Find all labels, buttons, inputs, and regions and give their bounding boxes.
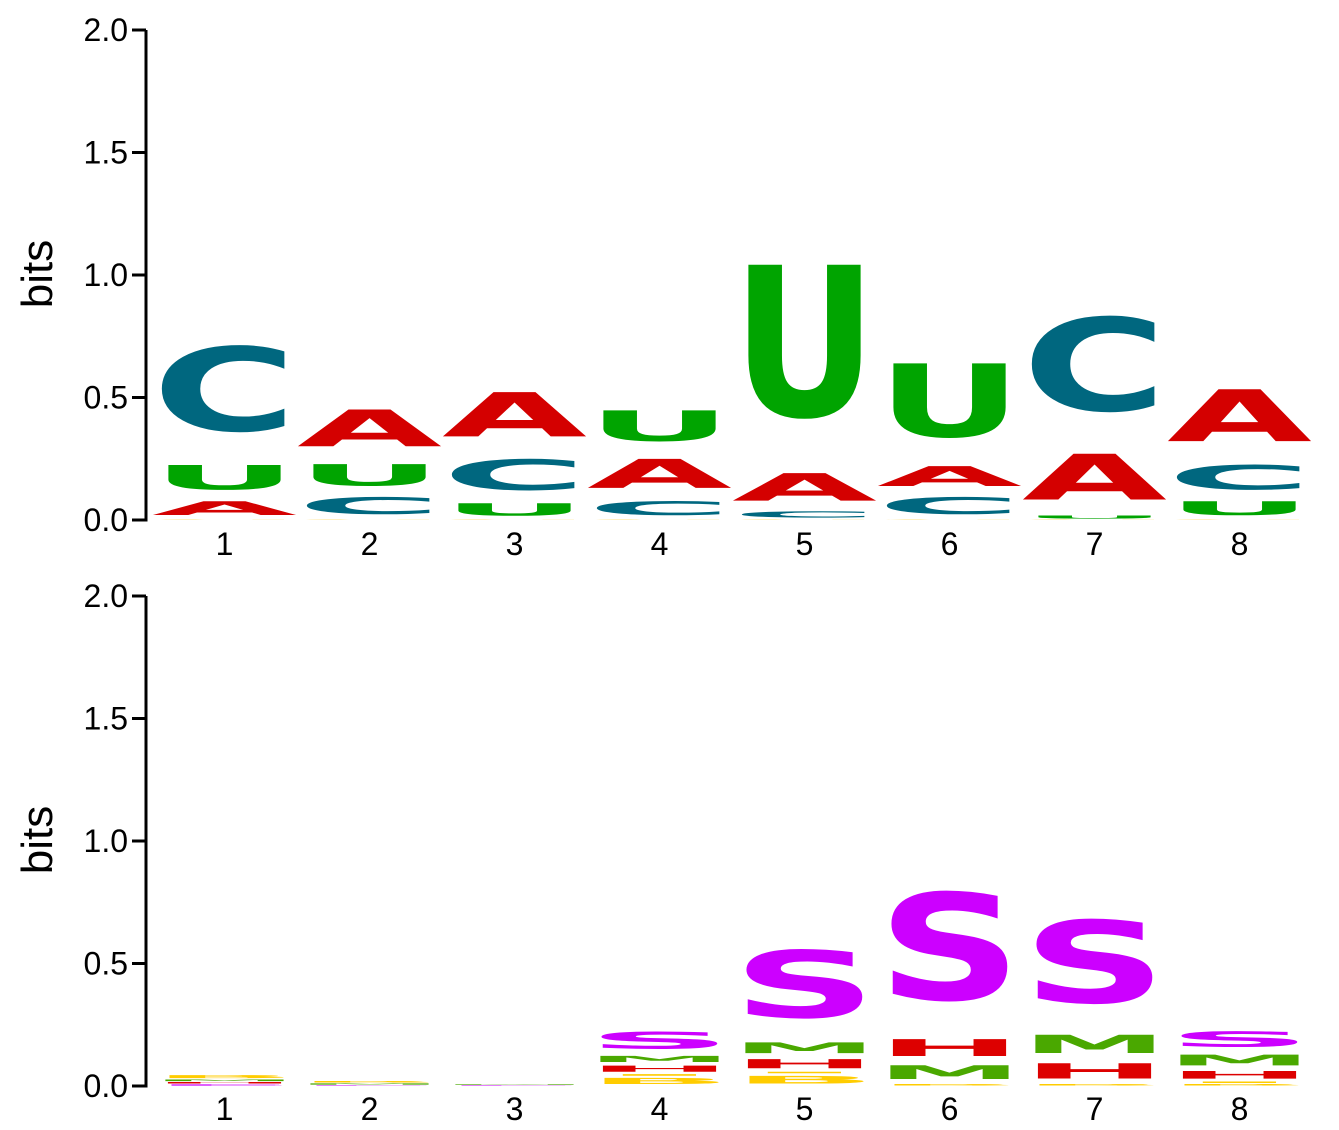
- y-tick-label: 1.0: [84, 257, 128, 293]
- logo-letter-c: C: [877, 493, 1022, 520]
- y-tick-label: 1.5: [84, 701, 128, 737]
- y-axis-title: bits: [13, 806, 62, 874]
- logo-letter-e: E: [152, 1084, 297, 1086]
- x-position-label: 3: [506, 1091, 524, 1127]
- y-tick-label: 1.0: [84, 823, 128, 859]
- logo-letter-c: C: [1022, 293, 1167, 441]
- logo-letter-m: M: [152, 1079, 297, 1081]
- logo-letter-a: A: [1167, 375, 1312, 458]
- logo-letter-u: U: [442, 500, 587, 520]
- x-position-label: 1: [216, 526, 234, 562]
- logo-letter-m: M: [732, 1040, 877, 1057]
- logo-letter-b: B: [297, 1081, 442, 1083]
- logo-letter-c: C: [152, 324, 297, 458]
- logo-letter-e: E: [442, 1085, 587, 1086]
- y-tick-label: 0.0: [84, 1068, 128, 1104]
- logo-letter-b: B: [877, 1084, 1022, 1086]
- logo-letter-c: C: [1167, 458, 1312, 497]
- y-tick-label: 0.0: [84, 502, 128, 538]
- y-tick-label: 1.5: [84, 135, 128, 171]
- x-position-label: 5: [796, 526, 814, 562]
- logo-letter-b: B: [587, 1076, 732, 1086]
- x-position-label: 6: [941, 526, 959, 562]
- y-tick-label: 2.0: [84, 578, 128, 614]
- x-position-label: 7: [1086, 526, 1104, 562]
- x-position-label: 3: [506, 526, 524, 562]
- logo-letter-s: S: [877, 864, 1022, 1035]
- logo-letter-i: I: [1167, 1081, 1312, 1083]
- x-position-label: 2: [361, 526, 379, 562]
- logo-letter-h: H: [587, 1064, 732, 1074]
- rna-sequence-logo-panel: 0.00.51.01.52.0bitsGAUCGCUAGUCAGCAUGCAUG…: [13, 12, 1312, 562]
- logo-letter-u: U: [587, 402, 732, 451]
- logo-letter-i: I: [587, 1074, 732, 1076]
- logo-letter-a: A: [877, 461, 1022, 493]
- x-position-label: 8: [1231, 1091, 1249, 1127]
- logo-letter-b: B: [1167, 1084, 1312, 1086]
- logo-letter-u: U: [297, 458, 442, 492]
- x-position-label: 1: [216, 1091, 234, 1127]
- logo-letter-i: I: [732, 1071, 877, 1073]
- logo-letter-h: H: [152, 1082, 297, 1084]
- y-axis-title: bits: [13, 240, 62, 308]
- logo-letter-h: H: [732, 1057, 877, 1072]
- logo-letter-a: A: [297, 400, 442, 458]
- logo-letter-a: A: [442, 380, 587, 451]
- logo-letter-u: U: [732, 223, 877, 465]
- logo-letter-m: M: [297, 1083, 442, 1085]
- logo-letter-a: A: [1022, 441, 1167, 514]
- logo-letter-s: S: [732, 932, 877, 1039]
- logo-letter-m: M: [877, 1062, 1022, 1084]
- logo-letter-a: A: [732, 466, 877, 510]
- x-position-label: 2: [361, 1091, 379, 1127]
- logo-letter-e: E: [297, 1085, 442, 1086]
- y-tick-label: 2.0: [84, 12, 128, 48]
- logo-letter-c: C: [587, 498, 732, 520]
- logo-letter-b: B: [1022, 1084, 1167, 1086]
- logo-letter-m: M: [587, 1054, 732, 1064]
- x-position-label: 6: [941, 1091, 959, 1127]
- x-position-label: 5: [796, 1091, 814, 1127]
- logo-letter-s: S: [1022, 897, 1167, 1029]
- logo-letter-a: A: [587, 451, 732, 497]
- logo-letter-b: B: [152, 1074, 297, 1079]
- logo-letter-c: C: [732, 510, 877, 520]
- logo-letter-s: S: [1167, 1027, 1312, 1051]
- logo-letter-c: C: [297, 493, 442, 520]
- logo-letter-m: M: [1167, 1052, 1312, 1069]
- logo-letter-c: C: [442, 451, 587, 500]
- logo-letter-m: M: [442, 1084, 587, 1085]
- logo-letter-u: U: [1167, 497, 1312, 519]
- logo-letter-b: B: [732, 1074, 877, 1086]
- logo-letter-s: S: [587, 1027, 732, 1054]
- logo-letter-h: H: [1167, 1069, 1312, 1081]
- y-tick-label: 0.5: [84, 380, 128, 416]
- logo-letter-h: H: [1022, 1059, 1167, 1083]
- y-tick-label: 0.5: [84, 946, 128, 982]
- logo-letter-u: U: [152, 459, 297, 498]
- logo-letter-a: A: [152, 498, 297, 520]
- x-position-label: 7: [1086, 1091, 1104, 1127]
- logo-letter-m: M: [1022, 1030, 1167, 1059]
- x-position-label: 4: [651, 1091, 669, 1127]
- logo-letter-h: H: [877, 1035, 1022, 1062]
- logo-letter-u: U: [1022, 515, 1167, 520]
- x-position-label: 4: [651, 526, 669, 562]
- x-position-label: 8: [1231, 526, 1249, 562]
- logo-letter-u: U: [877, 344, 1022, 461]
